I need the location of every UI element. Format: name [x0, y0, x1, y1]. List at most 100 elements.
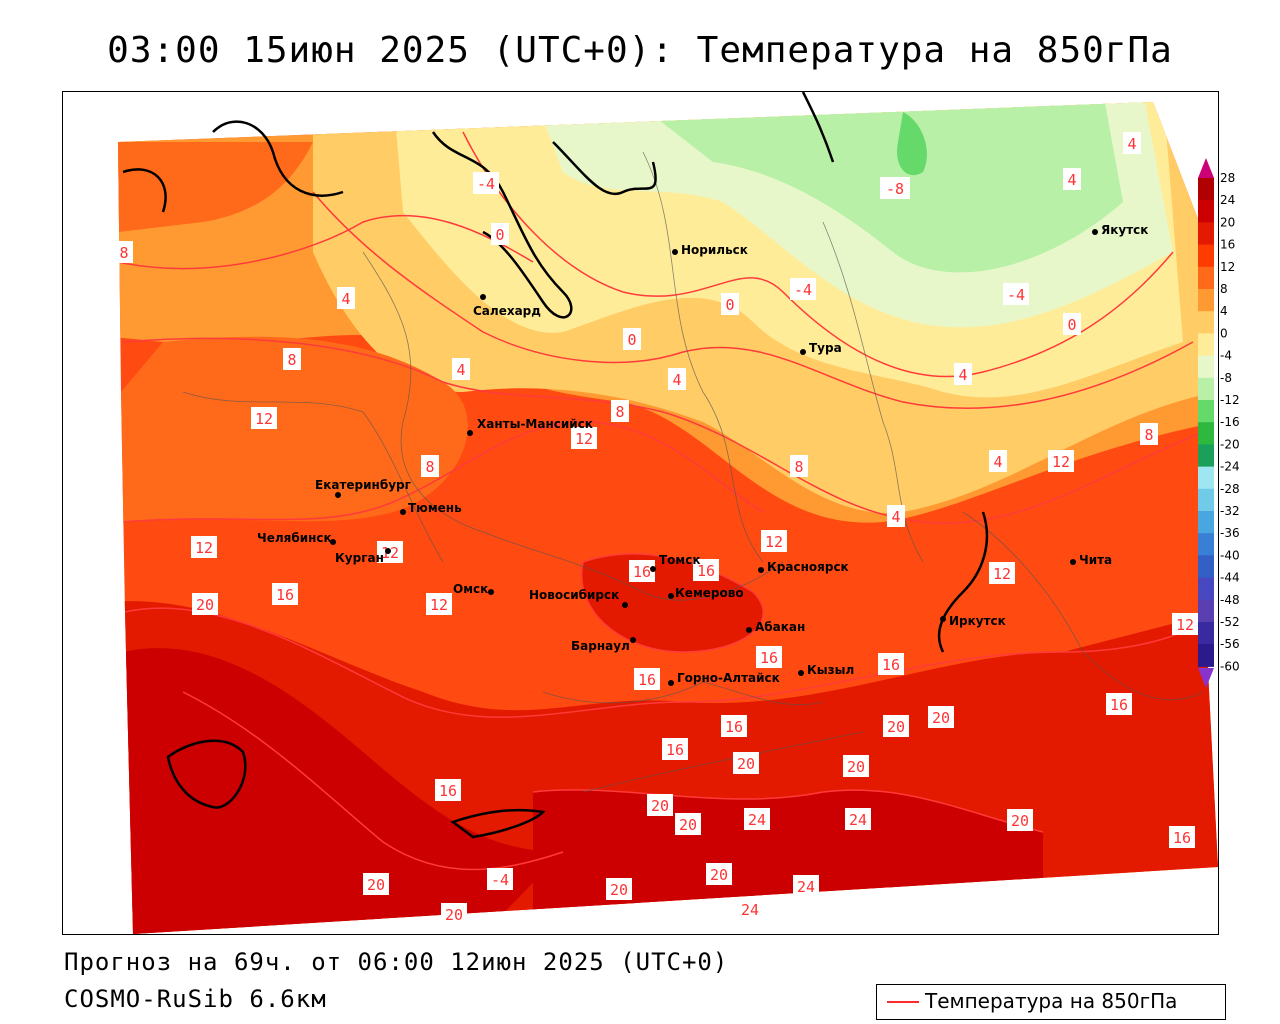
isotherm-label: 16 — [882, 656, 900, 674]
scale-swatch — [1198, 222, 1214, 246]
isotherm-label: 20 — [367, 876, 385, 894]
isotherm-label: -4 — [1007, 286, 1025, 304]
city-label: Новосибирск — [529, 588, 619, 602]
city-label: Томск — [659, 553, 701, 567]
isotherm-label: 20 — [196, 596, 214, 614]
isotherm-label: 16 — [276, 586, 294, 604]
city-label: Норильск — [681, 243, 748, 257]
isotherm-label: 20 — [1011, 812, 1029, 830]
scale-swatch — [1198, 178, 1214, 201]
coastlines — [122, 92, 989, 839]
color-scale: 28 24 20 16 12 8 4 0 -4 -8 -12 -16 -20 -24 -28 -32 -36 -4… — [1198, 158, 1240, 688]
isotherm-label: 12 — [255, 410, 273, 428]
isotherm-label: 24 — [748, 811, 766, 829]
isotherm-label: -4 — [491, 871, 509, 889]
city-label: Омск — [453, 582, 488, 596]
isotherm-label: 20 — [932, 709, 950, 727]
scale-swatch — [1198, 200, 1214, 223]
city-label: Иркутск — [949, 614, 1006, 628]
scale-tick-label: 8 — [1220, 282, 1228, 296]
isotherm-label: 8 — [794, 458, 803, 476]
forecast-info: Прогноз на 69ч. от 06:00 12июн 2025 (UTC… — [64, 948, 729, 976]
scale-tick-label: 28 — [1220, 171, 1235, 185]
isotherm-label: 20 — [610, 881, 628, 899]
isotherm-label: 4 — [1067, 171, 1076, 189]
map-title: 03:00 15июн 2025 (UTC+0): Температура на… — [107, 30, 1173, 71]
isotherm-label: 16 — [697, 562, 715, 580]
scale-tick-label: 24 — [1220, 193, 1235, 207]
isotherm-label: 20 — [679, 816, 697, 834]
legend-label: Температура на 850гПа — [925, 989, 1178, 1013]
isotherm-labels: 8 4 4 -4 0 -8 -4 0 0 4 4 4 -4 0 4 8 12 8… — [115, 132, 1198, 925]
isotherm-label: 16 — [725, 718, 743, 736]
scale-swatch — [1198, 400, 1214, 423]
scale-swatch — [1198, 266, 1214, 290]
city-label: Горно-Алтайск — [677, 671, 780, 685]
city-label: Абакан — [755, 620, 805, 634]
scale-tick-label: -12 — [1220, 393, 1240, 407]
scale-tick-label: -36 — [1220, 526, 1240, 540]
isotherm-label: 4 — [891, 508, 900, 526]
isotherm-label: 16 — [439, 782, 457, 800]
isotherm-label: 4 — [958, 366, 967, 384]
isotherm-label: 8 — [425, 458, 434, 476]
scale-tick-label: -28 — [1220, 482, 1240, 496]
scale-tick-label: -60 — [1220, 659, 1240, 673]
scale-swatch — [1198, 444, 1214, 468]
scale-swatch — [1198, 622, 1214, 645]
isotherm-label: 12 — [765, 533, 783, 551]
scale-tick-label: -32 — [1220, 504, 1240, 518]
city-label: Якутск — [1101, 223, 1148, 237]
city-label: Красноярск — [767, 560, 849, 574]
isotherm-label: 4 — [341, 290, 350, 308]
scale-swatch — [1198, 511, 1214, 534]
scale-tick-label: -16 — [1220, 415, 1240, 429]
isotherm-label: -8 — [886, 180, 904, 198]
scale-tick-label: -56 — [1220, 637, 1240, 651]
admin-borders — [182, 151, 1204, 793]
isotherm-label: 0 — [627, 331, 636, 349]
isotherm-label: 24 — [797, 878, 815, 896]
isotherm-label: 20 — [710, 866, 728, 884]
isotherm-label: 8 — [615, 403, 624, 421]
scale-swatch — [1198, 377, 1214, 401]
city-label: Ханты-Мансийск — [477, 417, 593, 431]
isotherm-label: 0 — [1067, 316, 1076, 334]
scale-tick-label: 16 — [1220, 238, 1235, 252]
scale-tick-label: -24 — [1220, 460, 1240, 474]
city-label: Кемерово — [675, 586, 744, 600]
isotherm-label: 24 — [741, 901, 759, 919]
isotherm-label: 20 — [737, 755, 755, 773]
isotherm-label: 4 — [993, 453, 1002, 471]
isotherm-label: 8 — [287, 351, 296, 369]
isotherm-label: -4 — [477, 175, 495, 193]
isotherm-label: 16 — [760, 649, 778, 667]
scale-swatch — [1198, 577, 1214, 601]
isotherm-label: 16 — [666, 741, 684, 759]
scale-tick-label: 4 — [1220, 304, 1228, 318]
isotherm-label: 8 — [1144, 426, 1153, 444]
isotherm-label: 16 — [638, 671, 656, 689]
isotherm-label: 20 — [887, 718, 905, 736]
scale-swatch — [1198, 533, 1214, 556]
isotherm-label: 20 — [651, 797, 669, 815]
city-label: Тура — [809, 341, 842, 355]
isotherm-label: 24 — [849, 811, 867, 829]
scale-swatch — [1198, 244, 1214, 268]
scale-swatch — [1198, 333, 1214, 357]
isotherm-label: 20 — [445, 906, 463, 924]
scale-tick-label: 12 — [1220, 260, 1235, 274]
city-label: Кызыл — [807, 663, 854, 677]
isotherm-label: 12 — [993, 565, 1011, 583]
isotherm-label: 0 — [725, 296, 734, 314]
isotherm-label: 12 — [1176, 616, 1194, 634]
isotherm-label: 8 — [119, 244, 128, 262]
scale-bottom-arrow — [1198, 668, 1214, 688]
scale-swatch — [1198, 599, 1214, 623]
scale-swatch — [1198, 466, 1214, 490]
model-name: COSMO-RuSib 6.6км — [64, 985, 327, 1013]
city-label: Курган — [335, 551, 384, 565]
scale-tick-label: 20 — [1220, 215, 1235, 229]
isotherm-label: 16 — [633, 563, 651, 581]
scale-tick-label: -40 — [1220, 548, 1240, 562]
